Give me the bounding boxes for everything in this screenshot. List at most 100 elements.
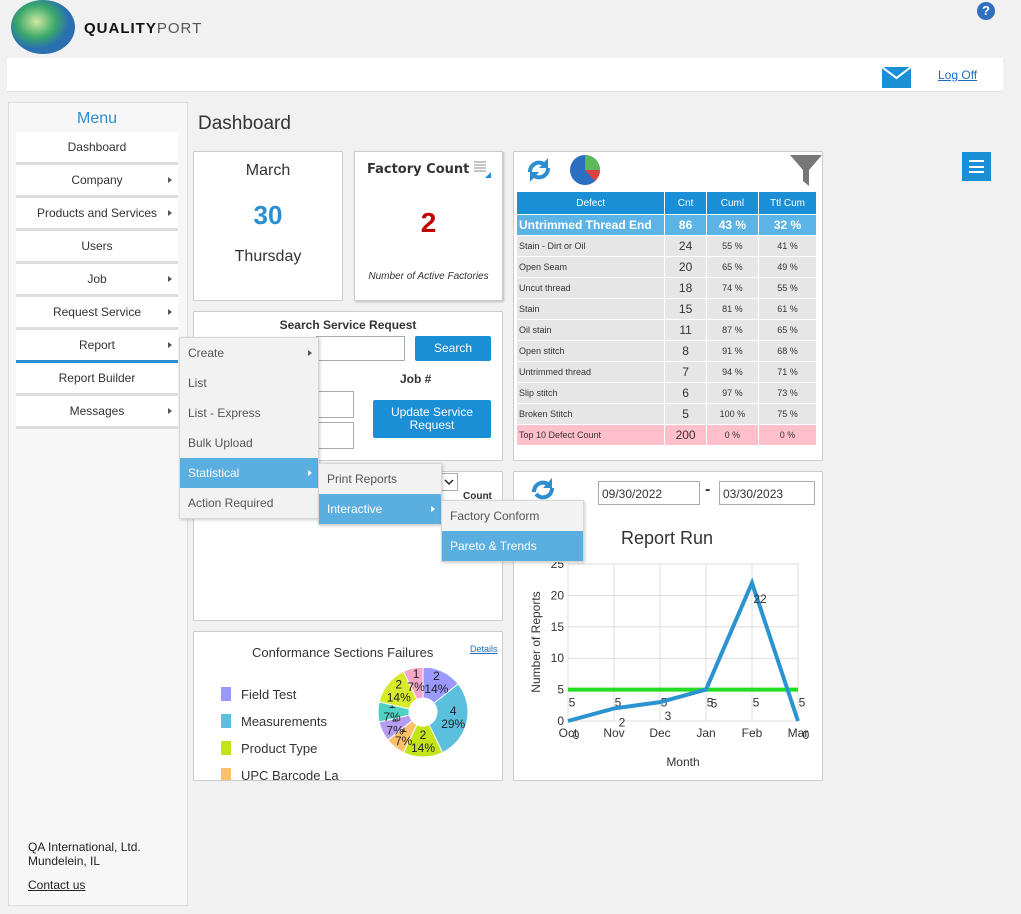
slice-percent: 14%	[411, 741, 435, 755]
table-row: Open Seam 20 65 % 49 %	[515, 256, 817, 278]
table-row: Open stitch 8 91 % 68 %	[515, 340, 817, 362]
table-row: Broken Stitch 5 100 % 75 %	[515, 403, 817, 425]
legend-swatch	[221, 741, 231, 755]
submenu-arrow	[308, 350, 312, 356]
table-cell: 73 %	[758, 382, 817, 404]
popup-item[interactable]: Factory Conform	[450, 509, 540, 523]
submenu-arrow	[168, 309, 172, 315]
data-label: 0	[803, 728, 810, 742]
y-tick-label: 0	[557, 714, 564, 728]
column-header[interactable]: Cuml	[705, 191, 760, 215]
x-tick-label: Oct	[559, 726, 578, 740]
update-button[interactable]: Update Service Request	[373, 400, 491, 438]
slice-percent: 7%	[386, 723, 404, 737]
select[interactable]	[440, 473, 458, 491]
data-label: 5	[569, 696, 576, 710]
top-bar	[7, 58, 1003, 92]
x-tick-label: Jan	[696, 726, 715, 740]
help-button[interactable]: ?	[977, 2, 995, 20]
date-to[interactable]: 03/30/2023	[719, 481, 815, 505]
table-cell: 18	[664, 277, 707, 299]
slice-value: 2	[433, 669, 440, 683]
search-input[interactable]	[316, 336, 405, 361]
menu-item[interactable]: Messages	[16, 396, 178, 429]
table-cell: Untrimmed thread	[515, 361, 666, 383]
defect-table: Defect Cnt Cuml Ttl Cum Untrimmed Thread End…	[515, 191, 817, 446]
table-cell: 41 %	[758, 235, 817, 257]
popup-item[interactable]: Pareto & Trends	[442, 531, 583, 561]
menu-item[interactable]: Products and Services	[16, 198, 178, 231]
menu-item[interactable]: Report	[16, 330, 178, 363]
menu-item[interactable]: Request Service	[16, 297, 178, 330]
weekday: Thursday	[234, 248, 302, 265]
data-label: 5	[753, 696, 760, 710]
day: 30	[253, 200, 283, 230]
interactive-menu: Factory Conform Pareto & Trends	[441, 500, 584, 562]
submenu-arrow	[168, 177, 172, 183]
chart-title: Report Run	[621, 528, 713, 548]
hamburger-button[interactable]	[962, 152, 991, 181]
filter-icon[interactable]	[789, 154, 823, 186]
legend-swatch	[221, 687, 231, 701]
popup-item[interactable]: Create	[180, 338, 318, 368]
factory-caption: Number of Active Factories	[368, 271, 489, 282]
table-row: Oil stain 11 87 % 65 %	[515, 319, 817, 341]
table-cell: 68 %	[758, 340, 817, 362]
table-cell: Open Seam	[515, 256, 666, 278]
popup-item[interactable]: Action Required	[188, 496, 274, 510]
defect-card: Defect Cnt Cuml Ttl Cum Untrimmed Thread End…	[513, 151, 823, 461]
table-cell: 91 %	[705, 340, 760, 362]
popup-item[interactable]: List	[188, 376, 207, 390]
logo-globe	[11, 0, 75, 54]
slice-percent: 7%	[395, 734, 413, 748]
column-header[interactable]: Defect	[515, 191, 666, 215]
job-label: Job #	[400, 372, 432, 386]
table-cell: 55 %	[705, 235, 760, 257]
menu-item[interactable]: Company	[16, 165, 178, 198]
popup-item[interactable]: List - Express	[188, 406, 261, 420]
table-cell: 200	[664, 424, 707, 446]
popup-item[interactable]: Interactive	[319, 494, 441, 524]
table-cell: 74 %	[705, 277, 760, 299]
footer: QA International, Ltd. Mundelein, IL Conta…	[28, 840, 141, 892]
contact-link[interactable]: Contact us	[28, 878, 86, 892]
date-from-text: 09/30/2022	[602, 487, 663, 501]
table-cell: 24	[664, 235, 707, 257]
card-menu-icon[interactable]	[473, 160, 493, 180]
mail-icon[interactable]	[882, 67, 911, 88]
column-header[interactable]: Ttl Cum	[758, 191, 817, 215]
data-label: 5	[799, 696, 806, 710]
menu-title: Menu	[76, 110, 118, 127]
popup-item[interactable]: Statistical	[180, 458, 318, 488]
submenu-arrow	[308, 470, 312, 476]
table-cell: 8	[664, 340, 707, 362]
table-row: Untrimmed Thread End 86 43 % 32 %	[515, 214, 817, 236]
date-from[interactable]: 09/30/2022	[598, 481, 700, 505]
menu-item[interactable]: Users	[16, 231, 178, 264]
y-tick-label: 10	[551, 651, 565, 665]
table-cell: 65 %	[758, 319, 817, 341]
menu-item[interactable]: Report Builder	[16, 363, 178, 396]
text-input[interactable]	[316, 391, 354, 418]
logo-text: QUALITYPORT	[84, 20, 202, 37]
popup-item[interactable]: Bulk Upload	[188, 436, 253, 450]
y-axis-label: Number of Reports	[529, 591, 543, 692]
text-input[interactable]	[316, 422, 354, 449]
search-button[interactable]: Search	[415, 336, 491, 361]
table-cell: 7	[664, 361, 707, 383]
refresh-icon[interactable]	[530, 477, 558, 503]
legend-label: Measurements	[241, 714, 327, 729]
logoff-link[interactable]: Log Off	[938, 68, 978, 82]
details-link[interactable]: Details	[470, 644, 498, 654]
table-row: Untrimmed thread 7 94 % 71 %	[515, 361, 817, 383]
popup-item[interactable]: Print Reports	[327, 472, 398, 486]
logo-light: PORT	[156, 20, 203, 37]
column-header[interactable]: Cnt	[664, 191, 707, 215]
table-row: Top 10 Defect Count 200 0 % 0 %	[515, 424, 817, 446]
table-cell: 97 %	[705, 382, 760, 404]
table-cell: 87 %	[705, 319, 760, 341]
menu-item[interactable]: Dashboard	[16, 132, 178, 165]
menu-item[interactable]: Job	[16, 264, 178, 297]
legend-label: UPC Barcode La	[241, 768, 339, 781]
